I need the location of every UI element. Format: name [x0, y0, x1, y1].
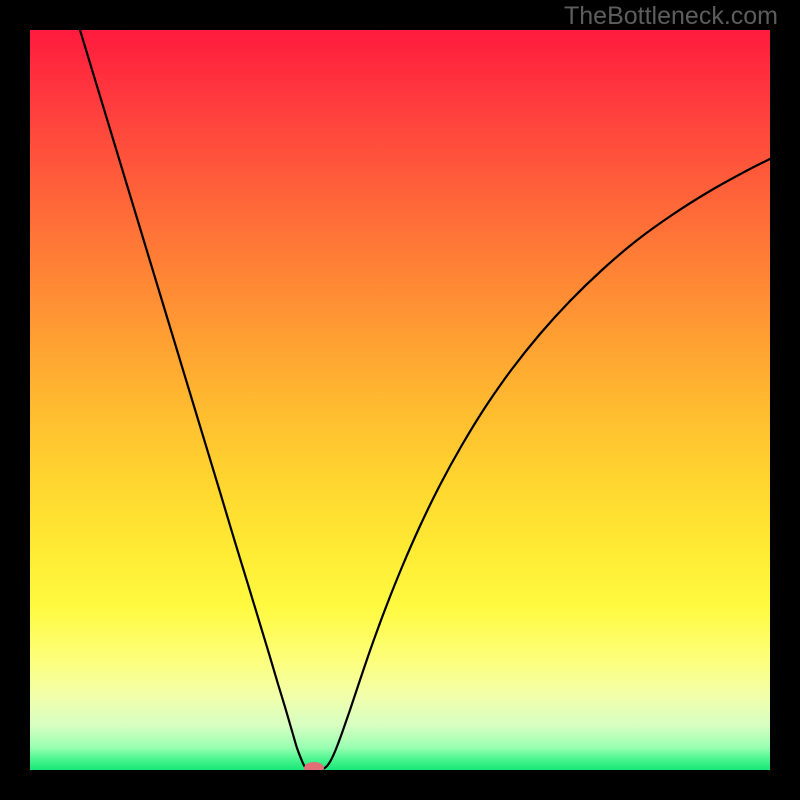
watermark-text: TheBottleneck.com — [564, 2, 778, 31]
min-point-marker — [304, 762, 324, 770]
chart-svg — [30, 30, 770, 770]
plot-area — [30, 30, 770, 770]
bottleneck-curve — [80, 30, 770, 770]
